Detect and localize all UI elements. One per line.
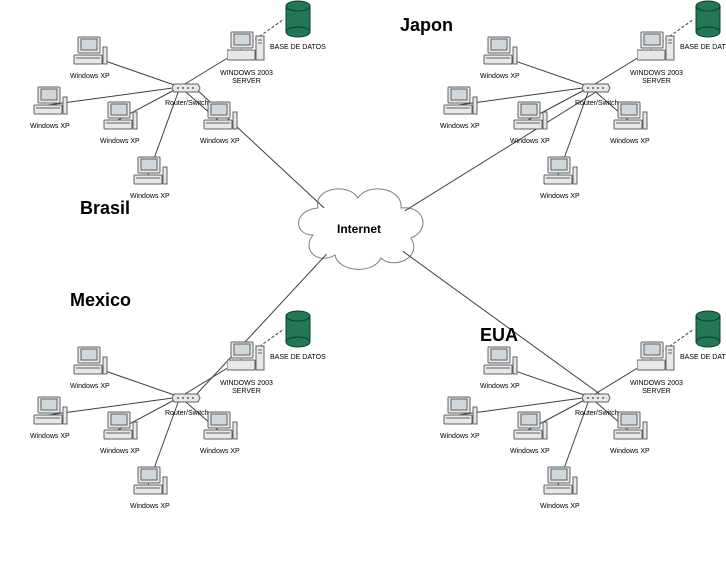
pc-node: Windows XP [70, 35, 110, 81]
pc-node: Windows XP [100, 100, 140, 146]
router-label: Router/Switch [165, 100, 209, 108]
internet-label: Internet [337, 222, 381, 236]
server-label: WINDOWS 2003SERVER [630, 380, 683, 395]
db-node: BASE DE DATOS [680, 0, 726, 52]
pc-label: Windows XP [100, 138, 140, 146]
router-label: Router/Switch [575, 410, 619, 418]
router-label: Router/Switch [575, 100, 619, 108]
pc-label: Windows XP [30, 123, 70, 131]
pc-label: Windows XP [510, 448, 550, 456]
pc-label: Windows XP [130, 193, 170, 201]
pc-label: Windows XP [480, 73, 520, 81]
server-label: WINDOWS 2003SERVER [220, 380, 273, 395]
pc-label: Windows XP [30, 433, 70, 441]
pc-label: Windows XP [610, 138, 650, 146]
db-label: BASE DE DATOS [270, 354, 326, 362]
pc-node: Windows XP [30, 85, 70, 131]
router-label: Router/Switch [165, 410, 209, 418]
pc-node: Windows XP [540, 155, 580, 201]
pc-node: Windows XP [130, 155, 170, 201]
cluster-title-japon: Japon [400, 15, 453, 36]
pc-label: Windows XP [70, 73, 110, 81]
cluster-eua: Windows XP Windows XP Windows XP Windows… [420, 310, 720, 530]
server-node: WINDOWS 2003SERVER [630, 30, 683, 85]
pc-node: Windows XP [480, 345, 520, 391]
db-node: BASE DE DATOS [270, 0, 326, 52]
pc-label: Windows XP [440, 433, 480, 441]
pc-label: Windows XP [70, 383, 110, 391]
server-node: WINDOWS 2003SERVER [220, 340, 273, 395]
db-node: BASE DE DATOS [680, 310, 726, 362]
pc-label: Windows XP [440, 123, 480, 131]
pc-label: Windows XP [510, 138, 550, 146]
db-label: BASE DE DATOS [680, 354, 726, 362]
router-node: Router/Switch [165, 390, 209, 418]
cluster-mexico: Windows XP Windows XP Windows XP Windows… [10, 310, 310, 530]
router-node: Router/Switch [575, 80, 619, 108]
pc-label: Windows XP [200, 138, 240, 146]
cluster-title-eua: EUA [480, 325, 518, 346]
cluster-title-brasil: Brasil [80, 198, 130, 219]
server-label: WINDOWS 2003SERVER [630, 70, 683, 85]
pc-label: Windows XP [130, 503, 170, 511]
server-node: WINDOWS 2003SERVER [630, 340, 683, 395]
cluster-title-mexico: Mexico [70, 290, 131, 311]
pc-label: Windows XP [480, 383, 520, 391]
pc-label: Windows XP [540, 193, 580, 201]
pc-node: Windows XP [510, 410, 550, 456]
router-node: Router/Switch [575, 390, 619, 418]
router-node: Router/Switch [165, 80, 209, 108]
pc-node: Windows XP [100, 410, 140, 456]
pc-node: Windows XP [70, 345, 110, 391]
pc-node: Windows XP [480, 35, 520, 81]
pc-label: Windows XP [100, 448, 140, 456]
cluster-japon: Windows XP Windows XP Windows XP Windows… [420, 0, 720, 220]
server-label: WINDOWS 2003SERVER [220, 70, 273, 85]
pc-label: Windows XP [610, 448, 650, 456]
server-node: WINDOWS 2003SERVER [220, 30, 273, 85]
pc-label: Windows XP [200, 448, 240, 456]
pc-node: Windows XP [440, 85, 480, 131]
db-label: BASE DE DATOS [680, 44, 726, 52]
pc-node: Windows XP [540, 465, 580, 511]
pc-node: Windows XP [130, 465, 170, 511]
pc-node: Windows XP [510, 100, 550, 146]
pc-node: Windows XP [440, 395, 480, 441]
db-node: BASE DE DATOS [270, 310, 326, 362]
db-label: BASE DE DATOS [270, 44, 326, 52]
pc-label: Windows XP [540, 503, 580, 511]
cluster-brasil: Windows XP Windows XP Windows XP Windows… [10, 0, 310, 220]
pc-node: Windows XP [30, 395, 70, 441]
